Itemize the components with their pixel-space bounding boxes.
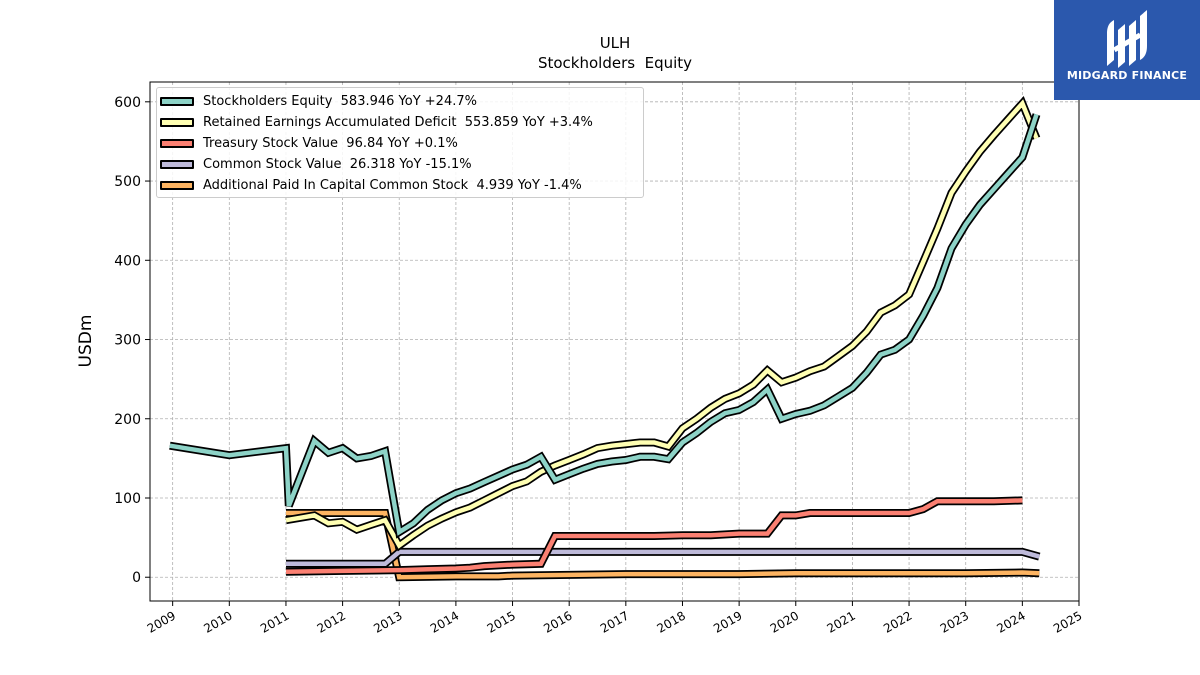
x-tick-label: 2022	[881, 608, 914, 635]
legend: Stockholders Equity 583.946 YoY +24.7% R…	[156, 87, 644, 198]
legend-item: Stockholders Equity 583.946 YoY +24.7%	[157, 91, 477, 111]
legend-item: Treasury Stock Value 96.84 YoY +0.1%	[157, 133, 458, 153]
series-lines	[169, 95, 1041, 582]
legend-swatch	[160, 159, 194, 169]
y-tick-label: 500	[114, 174, 141, 190]
legend-swatch	[160, 138, 194, 148]
x-tick-label: 2010	[201, 608, 234, 635]
x-tick-label: 2023	[938, 608, 971, 635]
series-line	[285, 498, 1023, 574]
series-line	[169, 113, 1039, 536]
x-tick-label: 2009	[145, 608, 178, 635]
legend-label: Treasury Stock Value 96.84 YoY +0.1%	[203, 135, 458, 151]
plot-frame	[149, 81, 1080, 602]
y-tick-label: 100	[114, 491, 141, 507]
brand-mark-icon	[1107, 10, 1147, 68]
legend-item: Common Stock Value 26.318 YoY -15.1%	[157, 154, 472, 174]
y-tick-label: 600	[114, 95, 141, 111]
y-tick-label: 0	[132, 570, 141, 586]
legend-swatch	[160, 180, 194, 190]
x-axis-ticks: 2009 2010 2011 2012 2013 2014 2015 2016 2017 2018…	[145, 601, 1085, 636]
x-tick-label: 2017	[598, 608, 631, 635]
chart-title: ULH	[600, 34, 631, 52]
brand-logo: MIDGARD FINANCE	[1054, 0, 1200, 100]
x-tick-label: 2021	[824, 608, 857, 635]
legend-swatch	[160, 96, 194, 106]
x-tick-label: 2014	[428, 608, 461, 635]
legend-swatch	[160, 117, 194, 127]
x-tick-label: 2024	[994, 608, 1027, 635]
brand-name: MIDGARD FINANCE	[1066, 69, 1188, 82]
y-axis-label: USDm	[76, 315, 96, 368]
y-tick-label: 300	[114, 333, 141, 349]
x-tick-label: 2011	[258, 608, 291, 635]
legend-label: Common Stock Value 26.318 YoY -15.1%	[203, 156, 472, 172]
legend-label: Retained Earnings Accumulated Deficit 55…	[203, 114, 593, 130]
legend-label: Additional Paid In Capital Common Stock …	[203, 177, 582, 193]
y-axis-ticks: 0 100 200 300 400 500 600	[114, 95, 150, 586]
legend-item: Retained Earnings Accumulated Deficit 55…	[157, 112, 593, 132]
x-tick-label: 2025	[1051, 608, 1084, 635]
x-tick-label: 2016	[541, 608, 574, 635]
x-tick-label: 2012	[315, 608, 348, 635]
chart-subtitle: Stockholders Equity	[538, 54, 692, 72]
legend-label: Stockholders Equity 583.946 YoY +24.7%	[203, 93, 477, 109]
y-tick-label: 400	[114, 253, 141, 269]
series-line	[286, 549, 1040, 567]
series-line	[285, 99, 1039, 549]
x-tick-label: 2020	[768, 608, 801, 635]
x-tick-label: 2015	[485, 608, 518, 635]
x-tick-label: 2018	[655, 608, 688, 635]
x-tick-label: 2013	[371, 608, 404, 635]
y-tick-label: 200	[114, 412, 141, 428]
legend-item: Additional Paid In Capital Common Stock …	[157, 175, 582, 195]
x-tick-label: 2019	[711, 608, 744, 635]
